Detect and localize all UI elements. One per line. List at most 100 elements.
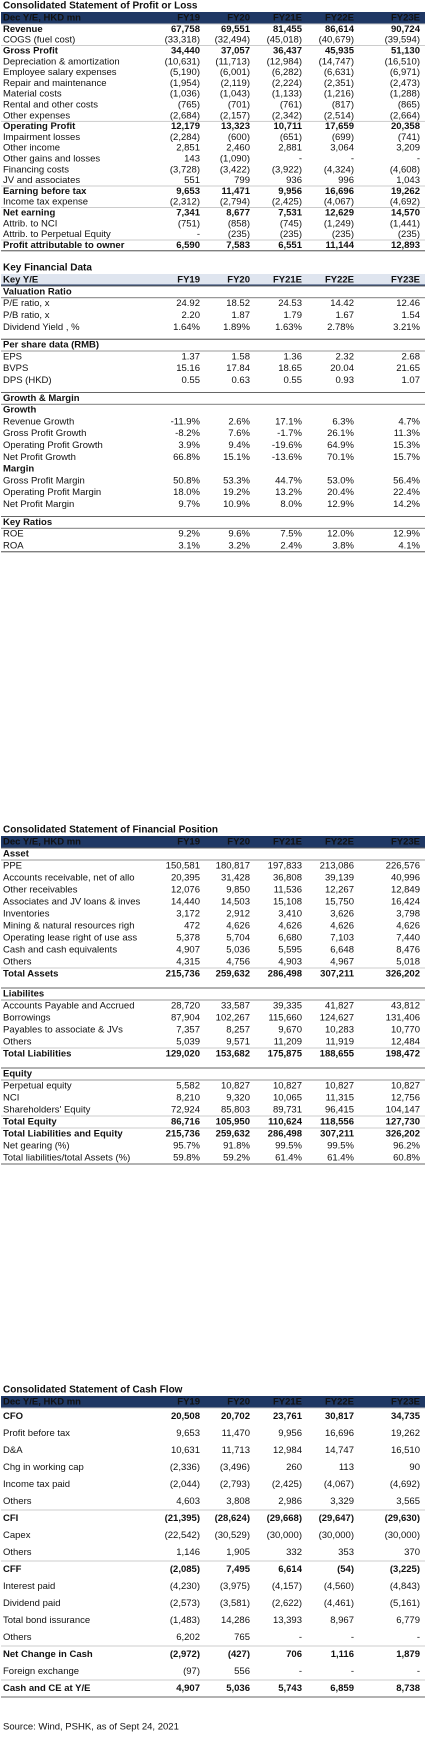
header-year: FY22E xyxy=(325,1397,354,1408)
cell-value: 15.16 xyxy=(176,363,200,374)
cell-value: 102,267 xyxy=(216,1013,250,1024)
cell-value: 44.7% xyxy=(275,475,302,486)
cell-value: 105,950 xyxy=(216,1117,250,1128)
cell-value: 259,632 xyxy=(216,1129,250,1140)
cell-value: 12.0% xyxy=(327,529,354,540)
cell-value: 87,904 xyxy=(171,1013,200,1024)
cell-value: 17.1% xyxy=(275,416,302,427)
group-heading: Key Ratios xyxy=(3,517,52,528)
cell-value: 143 xyxy=(184,154,200,165)
cell-value: 7.6% xyxy=(228,428,250,439)
cell-value: 19,262 xyxy=(391,186,420,197)
cell-value: 188,655 xyxy=(320,1049,355,1060)
cell-value: (2,664) xyxy=(390,110,420,121)
cell-value: 95.7% xyxy=(173,1141,200,1152)
cell-value: (2,794) xyxy=(220,197,250,208)
cell-value: 12,179 xyxy=(171,121,200,132)
cell-value: 6,648 xyxy=(330,945,354,956)
cell-value: (2,473) xyxy=(390,78,420,89)
cell-value: (29,630) xyxy=(385,1513,420,1524)
cell-value: 215,736 xyxy=(166,969,200,980)
cell-value: 3,172 xyxy=(176,909,200,920)
cell-value: 6,680 xyxy=(278,933,302,944)
cell-value: 2,986 xyxy=(278,1496,302,1507)
cell-value: 14,503 xyxy=(221,897,250,908)
header-label: Key Y/E xyxy=(3,275,38,286)
cell-value: 8,210 xyxy=(176,1093,200,1104)
cell-value: 353 xyxy=(338,1547,354,1558)
cell-value: 50.8% xyxy=(173,475,200,486)
group-heading: Equity xyxy=(3,1069,33,1080)
cell-value: 70.1% xyxy=(327,452,354,463)
cell-value: 9,850 xyxy=(226,885,250,896)
row-label: Cash and cash equivalents xyxy=(3,945,117,956)
cell-value: 59.8% xyxy=(173,1153,200,1164)
row-label: D&A xyxy=(3,1445,23,1456)
cell-value: 150,581 xyxy=(166,861,200,872)
cell-value: 110,624 xyxy=(268,1117,303,1128)
row-label: Net Profit Margin xyxy=(3,499,74,510)
cell-value: (651) xyxy=(280,132,302,143)
cell-value: 15,750 xyxy=(325,897,354,908)
cell-value: - xyxy=(417,154,420,165)
cell-value: 8,476 xyxy=(396,945,420,956)
cell-value: 4,907 xyxy=(176,945,200,956)
cell-value: (1,216) xyxy=(324,89,354,100)
cell-value: 9,653 xyxy=(176,1428,200,1439)
cell-value: 936 xyxy=(286,175,302,186)
cell-value: (2,119) xyxy=(221,78,250,89)
cell-value: (22,542) xyxy=(165,1530,200,1541)
cell-value: 13.2% xyxy=(275,487,302,498)
header-year: FY19 xyxy=(177,1397,200,1408)
cell-value: 61.4% xyxy=(327,1153,354,1164)
section-title: Consolidated Statement of Cash Flow xyxy=(3,1385,183,1396)
row-label: Revenue Growth xyxy=(3,416,74,427)
cell-value: 332 xyxy=(286,1547,302,1558)
cell-value: 34,440 xyxy=(171,46,200,57)
row-label: Operating Profit Margin xyxy=(3,487,101,498)
cell-value: 8.0% xyxy=(280,499,302,510)
cell-value: 19.2% xyxy=(223,487,250,498)
cell-value: 89,731 xyxy=(273,1105,302,1116)
cell-value: - xyxy=(299,154,302,165)
cell-value: 16,696 xyxy=(325,1428,354,1439)
cell-value: (5,190) xyxy=(170,67,200,78)
cell-value: (4,692) xyxy=(390,1479,420,1490)
row-label: Operating lease right of use ass xyxy=(3,933,137,944)
cell-value: 1.37 xyxy=(182,351,201,362)
cell-value: (40,679) xyxy=(319,35,354,46)
cell-value: 91.8% xyxy=(223,1141,250,1152)
cell-value: 53.0% xyxy=(327,475,354,486)
cell-value: 16,424 xyxy=(391,897,420,908)
header-year: FY23E xyxy=(391,1397,420,1408)
cell-value: (30,000) xyxy=(319,1530,354,1541)
cell-value: (4,157) xyxy=(272,1581,302,1592)
row-label: Earning before tax xyxy=(3,186,87,197)
row-label: Profit before tax xyxy=(3,1428,70,1439)
row-label: Inventories xyxy=(3,909,50,920)
cell-value: 4,315 xyxy=(176,957,200,968)
cell-value: 20,508 xyxy=(171,1411,200,1422)
cell-value: (30,000) xyxy=(385,1530,420,1541)
cell-value: 99.5% xyxy=(275,1141,302,1152)
cell-value: 286,498 xyxy=(268,969,302,980)
cell-value: (29,647) xyxy=(319,1513,354,1524)
cell-value: 153,682 xyxy=(216,1049,250,1060)
cell-value: 3,329 xyxy=(330,1496,354,1507)
group-heading: Per share data (RMB) xyxy=(3,340,99,351)
header-year: FY23E xyxy=(391,275,420,286)
cell-value: 14,286 xyxy=(221,1615,250,1626)
cell-value: (6,631) xyxy=(324,67,354,78)
row-label: EPS xyxy=(3,351,22,362)
cell-value: 64.9% xyxy=(327,440,354,451)
cell-value: (4,692) xyxy=(390,197,420,208)
cell-value: (30,000) xyxy=(267,1530,302,1541)
cell-value: 5,378 xyxy=(176,933,200,944)
row-label: Total bond issurance xyxy=(3,1615,90,1626)
cell-value: 1.36 xyxy=(284,351,303,362)
cell-value: (2,425) xyxy=(272,1479,302,1490)
row-label: Others xyxy=(3,1632,32,1643)
row-label: Cash and CE at Y/E xyxy=(3,1683,90,1694)
row-label: Chg in working cap xyxy=(3,1462,84,1473)
